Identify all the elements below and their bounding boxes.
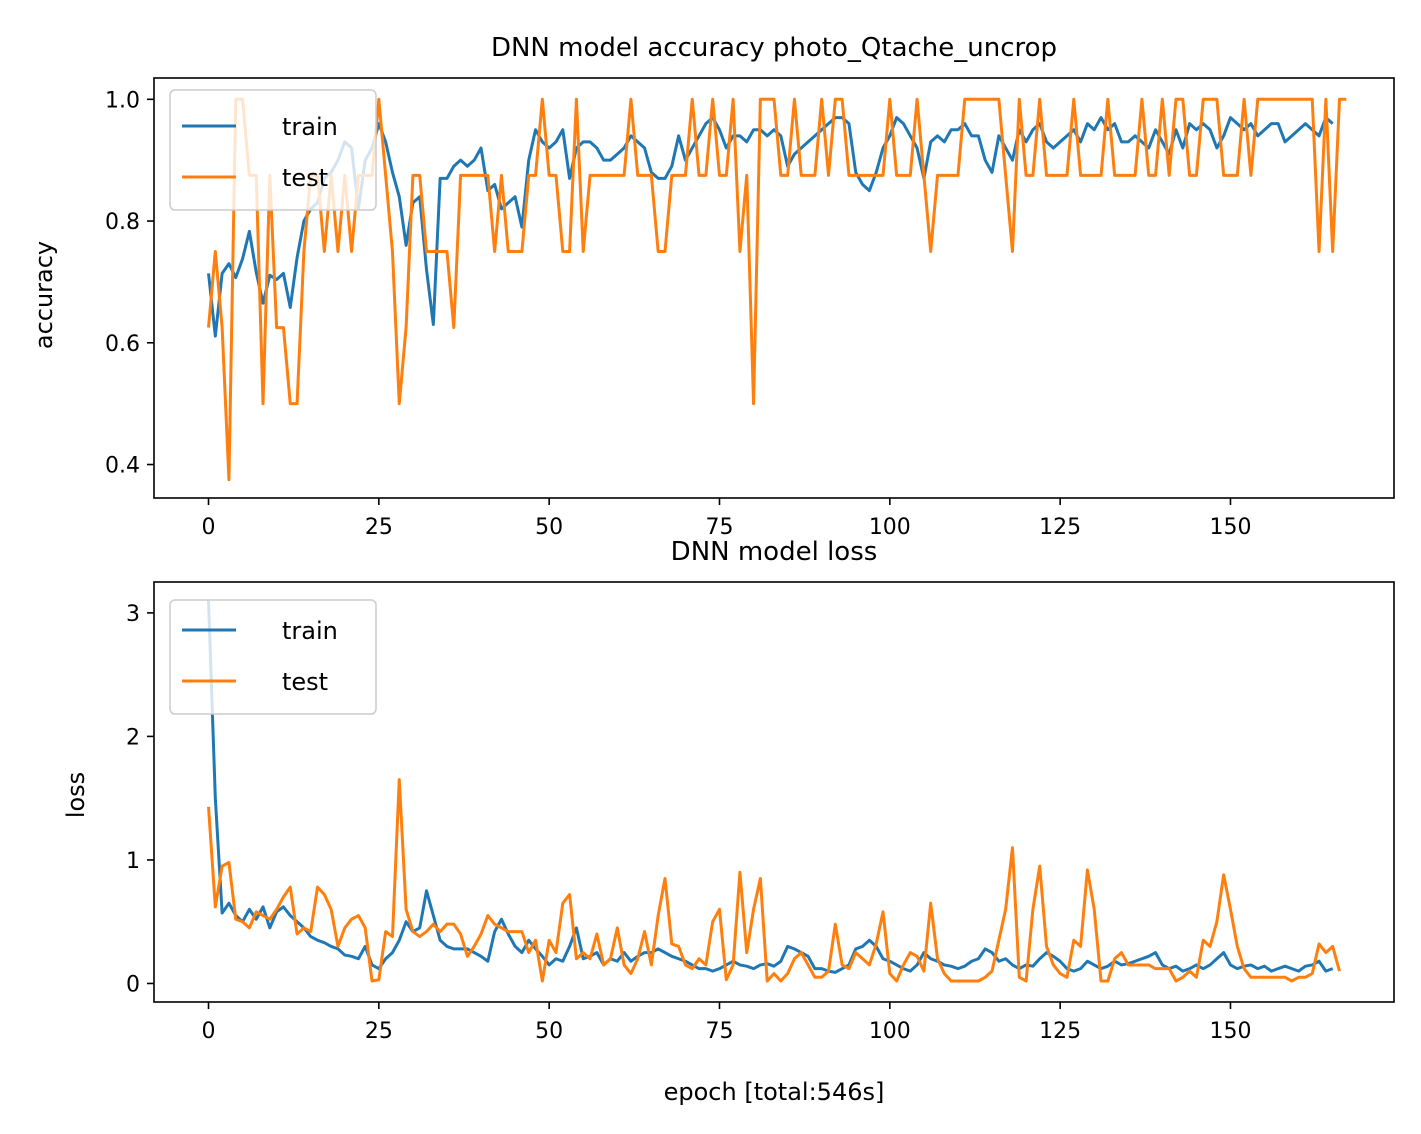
loss-x-tick-label: 100 xyxy=(869,1019,911,1044)
loss-test-line xyxy=(207,778,1341,983)
accuracy-x-tick-label: 0 xyxy=(202,515,216,540)
loss-y-tick-label: 3 xyxy=(126,602,140,627)
accuracy-x-tick-label: 50 xyxy=(535,515,563,540)
loss-x-tick-label: 0 xyxy=(202,1019,216,1044)
accuracy-series-lines xyxy=(207,97,1347,482)
accuracy-x-tick-label: 75 xyxy=(705,515,733,540)
loss-series-lines xyxy=(207,600,1341,983)
accuracy-x-tick-label: 25 xyxy=(365,515,393,540)
loss-x-tick-label: 75 xyxy=(705,1019,733,1044)
accuracy-legend: train test xyxy=(169,89,377,211)
accuracy-legend-train-label: train xyxy=(282,113,338,141)
accuracy-x-tick-label: 150 xyxy=(1209,515,1251,540)
accuracy-y-tick-label: 1.0 xyxy=(105,88,140,113)
loss-legend: train test xyxy=(169,599,377,715)
loss-plot-frame xyxy=(153,581,1395,1003)
accuracy-y-tick-label: 0.6 xyxy=(105,332,140,357)
accuracy-axis-ticks: 0 25 50 75 100 125 150 0.4 0.6 0.8 1.0 xyxy=(105,88,1251,540)
accuracy-y-tick-label: 0.8 xyxy=(105,210,140,235)
accuracy-x-tick-label: 125 xyxy=(1039,515,1081,540)
loss-panel: DNN model loss 0 25 50 75 100 125 150 0 1 2 3 loss… xyxy=(62,537,1395,1106)
loss-legend-train-label: train xyxy=(282,617,338,645)
loss-x-axis-label: epoch [total:546s] xyxy=(664,1078,885,1106)
loss-y-tick-label: 1 xyxy=(126,849,140,874)
loss-train-line xyxy=(207,600,1334,974)
accuracy-panel: DNN model accuracy photo_Qtache_uncrop 0… xyxy=(30,33,1395,540)
accuracy-plot-frame xyxy=(153,77,1395,499)
accuracy-x-tick-label: 100 xyxy=(869,515,911,540)
accuracy-test-line xyxy=(207,97,1347,482)
loss-chart-title: DNN model loss xyxy=(671,537,878,567)
loss-y-tick-label: 0 xyxy=(126,972,140,997)
loss-axis-ticks: 0 25 50 75 100 125 150 0 1 2 3 xyxy=(126,602,1251,1044)
accuracy-y-axis-label: accuracy xyxy=(30,241,58,349)
loss-x-tick-label: 25 xyxy=(365,1019,393,1044)
loss-x-tick-label: 50 xyxy=(535,1019,563,1044)
accuracy-legend-box xyxy=(169,89,377,211)
loss-legend-test-label: test xyxy=(282,668,328,696)
accuracy-chart-title: DNN model accuracy photo_Qtache_uncrop xyxy=(491,33,1057,63)
loss-x-tick-label: 125 xyxy=(1039,1019,1081,1044)
loss-x-tick-label: 150 xyxy=(1209,1019,1251,1044)
loss-y-axis-label: loss xyxy=(62,772,90,818)
loss-y-tick-label: 2 xyxy=(126,725,140,750)
accuracy-legend-test-label: test xyxy=(282,164,328,192)
loss-legend-box xyxy=(169,599,377,715)
accuracy-y-tick-label: 0.4 xyxy=(105,454,140,479)
